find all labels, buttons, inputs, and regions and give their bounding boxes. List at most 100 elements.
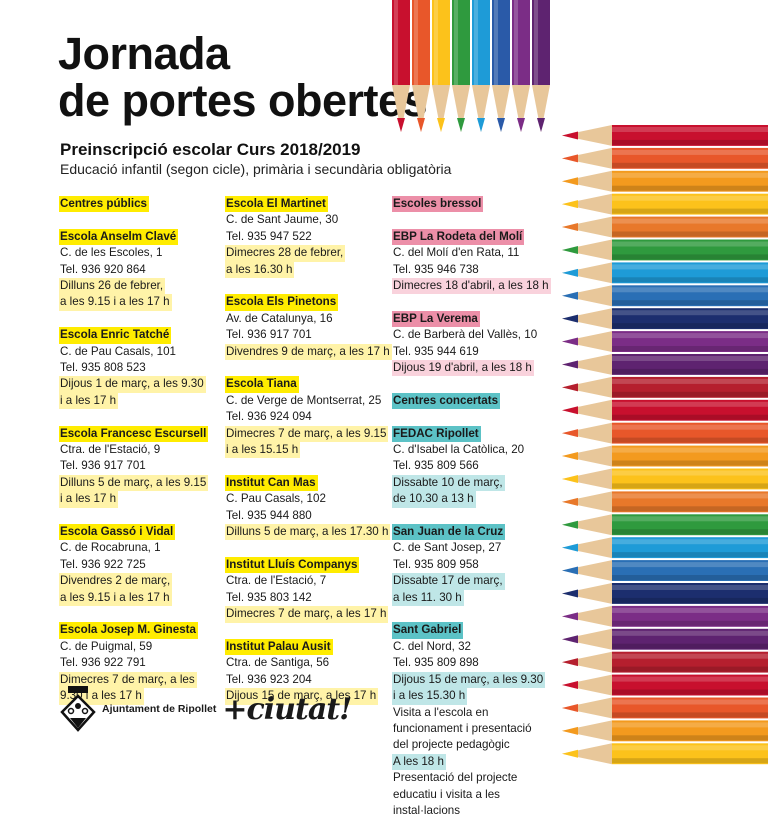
open-day-time: i a les 17 h (59, 392, 119, 410)
pencil (562, 308, 768, 330)
school-entry: FEDAC Ripollet C. d'Isabel la Catòlica, 2… (392, 425, 551, 508)
open-day-note: Presentació del projecte (393, 771, 518, 785)
school-name: EBP La Rodeta del Molí (392, 228, 525, 246)
open-day-time: a les 9.15 i a les 17 h (59, 294, 172, 311)
pencil (562, 216, 768, 238)
section-title: Escoles bressol (392, 196, 484, 213)
school-entry: Escola Anselm Clavé C. de les Escoles, 1 T… (59, 228, 208, 311)
open-day-time: Dijous 19 d'abril, a les 18 h (392, 360, 534, 377)
school-name: Institut Can Mas (225, 474, 318, 492)
school-address: C. Pau Casals, 102 (226, 492, 326, 506)
pencil (472, 0, 490, 132)
pencil (562, 193, 768, 215)
school-name: Escola Enric Tatché (59, 327, 172, 344)
open-day-time: Dimecres 7 de març, a les 9.15 (225, 425, 389, 443)
pencil (562, 605, 768, 627)
school-entry: Escola Francesc Escursell Ctra. de l'Esta… (59, 425, 209, 508)
school-name: FEDAC Ripollet (392, 425, 481, 443)
pencil (562, 468, 768, 490)
school-address: Ctra. de l'Estació, 9 (60, 443, 161, 457)
pencil (562, 354, 768, 375)
school-entry: Escola Tiana C. de Verge de Montserrat, 2… (225, 376, 392, 459)
school-address: C. de Sant Jaume, 30 (226, 213, 339, 227)
pencil (562, 445, 768, 467)
pencil (512, 0, 530, 132)
school-name: Institut Lluís Companys (225, 556, 360, 574)
pencil (432, 0, 450, 132)
title-line-2: de portes obertes (58, 75, 428, 126)
pencil (562, 262, 768, 284)
open-day-time: i a les 15.15 h (225, 442, 301, 459)
column-nursery-private: Escoles bressol EBP La Rodeta del Molí C. … (392, 196, 551, 836)
open-day-note: funcionament i presentació (393, 721, 532, 735)
open-day-time: Dimecres 18 d'abril, a les 18 h (392, 278, 551, 295)
section-title: Centres concertats (392, 392, 501, 410)
school-entry: Sant Gabriel C. del Nord, 32 Tel. 935 809 … (392, 622, 551, 819)
school-address: C. de les Escoles, 1 (60, 246, 163, 260)
pencil (562, 491, 768, 513)
pencil (562, 422, 768, 444)
school-phone: Tel. 935 944 880 (226, 508, 312, 522)
townhall-name: Ajuntament de Ripollet (102, 703, 217, 715)
open-day-note: educatiu i visita a les (393, 787, 500, 801)
pencil (492, 0, 510, 132)
open-day-time: Dissabte 10 de març, (392, 474, 505, 492)
school-entry: San Juan de la Cruz C. de Sant Josep, 27 T… (392, 524, 551, 607)
poster-title: Jornada de portes obertes (58, 28, 428, 126)
open-day-time: Dimecres 7 de març, a les (59, 671, 197, 689)
school-entry: Institut Lluís Companys Ctra. de l'Estaci… (225, 556, 392, 623)
school-address: C. del Molí d'en Rata, 11 (393, 246, 520, 260)
title-line-1: Jornada (58, 28, 230, 79)
school-name: Sant Gabriel (392, 622, 464, 639)
school-address: C. de Puigmal, 59 (60, 639, 153, 653)
subsubtitle: Educació infantil (segon cicle), primàri… (60, 161, 452, 177)
section-title: Centres públics (59, 196, 149, 213)
pencil (562, 674, 768, 696)
open-day-time: Dilluns 5 de març, a les 9.15 (59, 474, 209, 492)
school-entry: Institut Can Mas C. Pau Casals, 102 Tel. 9… (225, 474, 392, 541)
open-day-note: Visita a l'escola en (393, 705, 489, 719)
pencils-right-decoration (562, 125, 768, 765)
school-entry: Institut Palau Ausit Ctra. de Santiga, 56… (225, 638, 392, 705)
open-day-time: a les 9.15 i a les 17 h (59, 589, 172, 607)
open-day-time: A les 18 h (392, 753, 446, 771)
pencil (562, 331, 768, 352)
pencil (392, 0, 410, 132)
school-address: C. de Barberà del Vallès, 10 (393, 328, 538, 342)
school-phone: Tel. 936 917 701 (60, 459, 146, 473)
pencil (562, 537, 768, 559)
school-entry: Escola Gassó i Vidal C. de Rocabruna, 1 Te… (59, 524, 208, 607)
open-day-note: instal·lacions (393, 803, 461, 817)
open-day-time: Dimecres 28 de febrer, (225, 245, 346, 262)
pencil (562, 743, 768, 765)
school-entry: Escola El Martinet C. de Sant Jaume, 30 Te… (225, 196, 392, 279)
pencil (562, 720, 768, 742)
school-address: Ctra. de Santiga, 56 (226, 656, 330, 670)
open-day-time: Dijous 15 de març, a les 9.30 (392, 671, 546, 689)
school-phone: Tel. 935 809 958 (393, 557, 479, 571)
school-phone: Tel. 935 809 898 (393, 656, 479, 670)
open-day-time: Dijous 15 de març, a les 17 h (225, 688, 379, 705)
school-name: Escola El Martinet (225, 196, 328, 213)
school-address: Av. de Catalunya, 16 (226, 311, 333, 325)
pencil (562, 628, 768, 650)
school-name: Escola Gassó i Vidal (59, 524, 176, 541)
school-phone: Tel. 936 917 701 (226, 328, 312, 342)
pencils-top-decoration (392, 0, 550, 132)
open-day-time: i a les 17 h (59, 491, 119, 508)
subtitle: Preinscripció escolar Curs 2018/2019 (60, 140, 361, 159)
school-entry: Escola Enric Tatché C. de Pau Casals, 101… (59, 327, 208, 410)
coat-of-arms-icon (60, 686, 96, 732)
school-phone: Tel. 935 947 522 (226, 229, 312, 243)
school-address: C. d'Isabel la Catòlica, 20 (393, 443, 525, 457)
open-day-time: Divendres 2 de març, (59, 573, 173, 590)
school-name: Escola Josep M. Ginesta (59, 622, 198, 639)
school-phone: Tel. 935 946 738 (393, 262, 479, 276)
school-name: Escola Anselm Clavé (59, 228, 179, 246)
school-address: Ctra. de l'Estació, 7 (226, 574, 327, 588)
school-address: C. de Rocabruna, 1 (60, 541, 161, 555)
pencil (562, 560, 768, 581)
school-phone: Tel. 936 920 864 (60, 262, 146, 276)
pencil (562, 651, 768, 673)
school-address: C. del Nord, 32 (393, 639, 471, 653)
